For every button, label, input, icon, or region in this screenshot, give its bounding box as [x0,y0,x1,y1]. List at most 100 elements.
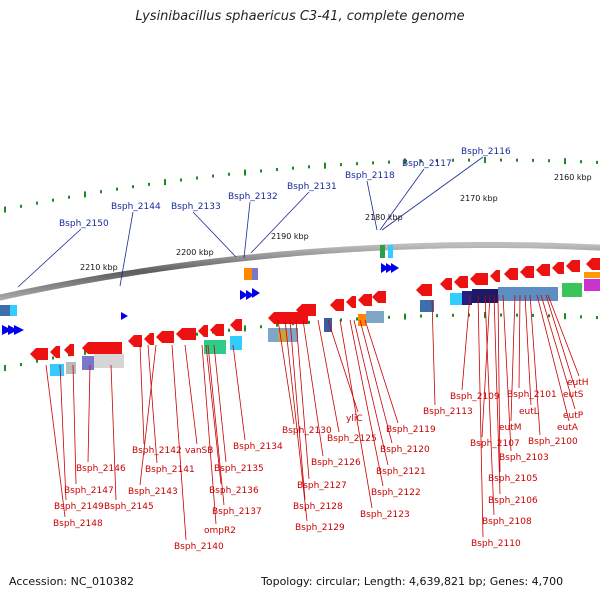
reverse-gene-label: Bsph_2120 [380,445,430,455]
cog-block [584,279,600,291]
reverse-gene-arrow [64,344,74,356]
cog-block [324,318,332,332]
reverse-gene-arrow [128,335,142,347]
outer-tick [388,160,390,164]
forward-gene-label: Bsph_2117 [402,159,452,169]
gene-leader-line [243,201,251,259]
forward-gene-label: Bsph_2118 [345,171,395,181]
reverse-gene-label: Bsph_2108 [482,517,532,527]
gene-leader-line [431,299,436,406]
gene-leader-line [110,364,117,501]
reverse-gene-arrow [296,304,316,316]
inner-tick [228,328,230,332]
outer-tick [276,167,278,171]
reverse-gene-label: Bsph_2109 [450,392,500,402]
inner-tick [52,356,54,360]
gene-leader-line [547,294,580,377]
gene-leader-line [481,294,491,438]
topology-label: Topology: circular; Length: 4,639,821 bp… [261,575,564,588]
gene-leader-line [510,294,516,422]
cog-block [388,245,393,258]
gene-leader-line [201,344,217,525]
forward-gene-arrow [240,290,248,300]
gene-leader-line [477,294,484,538]
kbp-tick-label: 2170 kbp [460,194,498,203]
outer-tick [132,185,134,189]
inner-tick [532,313,534,317]
cog-block [82,356,94,370]
gene-leader-line [349,319,384,487]
cog-block [230,336,242,350]
gene-leader-line [72,364,77,485]
outer-tick [196,176,198,180]
inner-tick [500,313,502,317]
forward-gene-label: Bsph_2132 [228,192,278,202]
gene-leader-line [379,168,425,231]
outer-tick [228,172,230,176]
reverse-gene-arrow [504,268,518,280]
outer-tick [20,204,22,208]
outer-tick [500,158,502,162]
gene-leader-line [192,211,237,258]
cog-block [204,340,226,354]
gene-leader-line [497,294,501,473]
reverse-gene-label: Bsph_2123 [360,510,410,520]
reverse-gene-arrow [82,342,122,354]
gene-leader-line [171,344,187,541]
reverse-gene-label: Bsph_2130 [282,426,332,436]
gene-leader-line [139,344,157,486]
inner-tick [20,363,22,367]
reverse-gene-label: Bsph_2145 [104,502,154,512]
reverse-gene-label: Bsph_2127 [297,481,347,491]
reverse-gene-arrow [454,276,468,288]
reverse-gene-label: Bsph_2136 [209,486,259,496]
outer-tick [212,174,214,178]
reverse-gene-arrow [210,324,224,336]
gene-leader-line [119,211,134,287]
cog-block [0,305,10,316]
cog-block [584,272,600,278]
ring-layer [0,157,600,372]
gene-leader-line [213,344,227,463]
reverse-gene-label: yliC [346,414,363,424]
reverse-gene-label: Bsph_2126 [311,458,361,468]
reverse-gene-label: Bsph_2121 [376,467,426,477]
gene-leader-line [284,319,308,522]
kbp-tick-label: 2190 kbp [271,232,309,241]
outer-tick [356,162,358,166]
feature-layer [0,245,600,376]
inner-tick [84,348,86,355]
inner-tick [36,359,38,363]
label-layer: 2160 kbp 2170 kbp 2180 kbp 2190 kbp 2200 kbp… [17,147,592,552]
gene-leader-line [207,344,225,506]
outer-tick [580,160,582,164]
outer-tick [468,158,470,162]
cog-block [450,293,462,305]
reverse-gene-label: Bsph_2106 [488,496,538,506]
outer-tick [372,161,374,165]
gene-leader-line [381,156,484,231]
inner-tick [420,314,422,318]
outer-tick [516,158,518,162]
gene-leader-line [493,294,501,495]
outer-tick [292,166,294,170]
reverse-gene-arrow [416,284,432,296]
genome-backbone [0,242,600,301]
forward-gene-arrow [14,325,24,335]
reverse-gene-label: eutL [519,407,539,417]
reverse-gene-label: Bsph_2110 [471,539,521,549]
reverse-gene-label: Bsph_2146 [76,464,126,474]
gene-leader-line [205,344,222,485]
forward-gene-arrow [391,263,399,273]
gene-leader-line [317,319,340,433]
outer-tick [164,179,166,186]
inner-tick [548,314,550,318]
reverse-gene-label: Bsph_2142 [132,446,182,456]
inner-tick [356,317,358,321]
reverse-gene-arrow [490,270,500,282]
gene-leader-line [366,180,378,231]
gene-leader-line [364,319,399,424]
cog-block [94,354,124,368]
outer-tick [116,187,118,191]
forward-gene-arrow [121,312,128,320]
